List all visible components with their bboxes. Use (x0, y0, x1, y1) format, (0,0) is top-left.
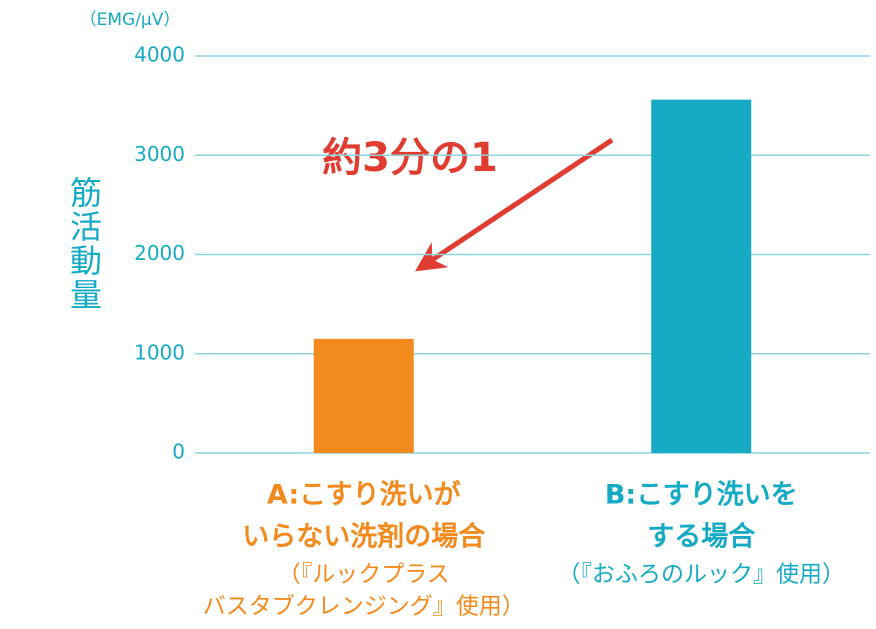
y-tick-label: 0 (172, 440, 185, 464)
arrow (415, 137, 614, 272)
y-unit: （EMG/μV） (80, 10, 181, 30)
x-tick-label: B:こすり洗いを (605, 480, 798, 511)
annotation: 約3分の1 (322, 135, 498, 181)
category-note: バスタブクレンジング』使用） (203, 594, 525, 620)
y-tick-label: 1000 (134, 340, 185, 364)
x-tick-label: A:こすり洗いが (267, 479, 461, 511)
bar (651, 99, 752, 454)
y-tick-label: 4000 (134, 43, 185, 67)
x-tick-label: いらない洗剤の場合 (242, 521, 485, 553)
category-note: （『おふろのルック』使用） (558, 562, 846, 588)
y-axis-label: 筋活動量 (65, 176, 103, 312)
y-tick-label: 2000 (134, 241, 185, 265)
category-note: （『ルックプラス (278, 562, 450, 588)
bar (313, 338, 414, 453)
x-tick-label: する場合 (647, 521, 755, 553)
y-tick-label: 3000 (134, 142, 185, 166)
